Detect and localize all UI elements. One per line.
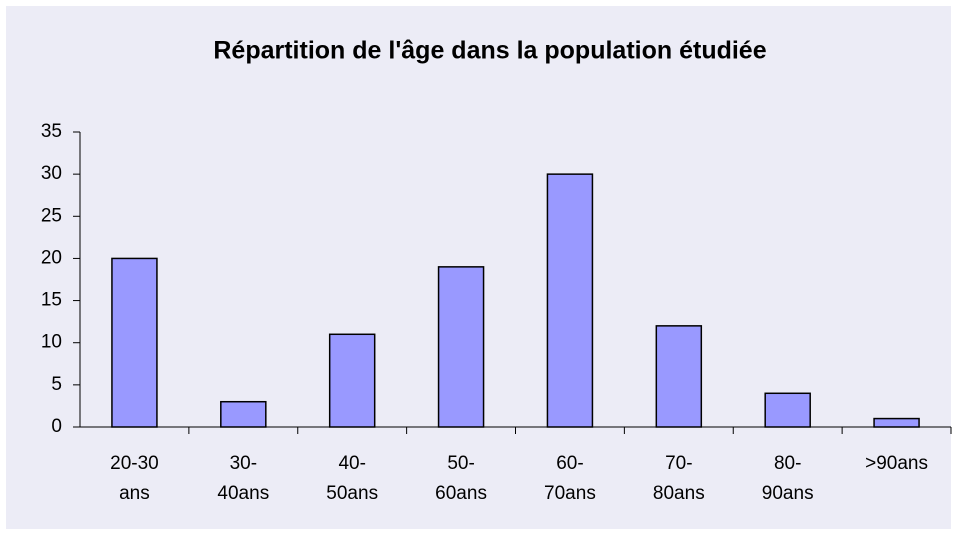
y-tick-label: 25 (41, 205, 62, 226)
y-tick-label: 0 (51, 416, 62, 437)
chart-title: Répartition de l'âge dans la population … (213, 37, 766, 65)
x-tick-label: 20-30 ans (110, 453, 159, 504)
x-tick-label: 60-70ans (544, 453, 596, 504)
y-tick-label: 30 (41, 163, 62, 184)
y-tick-label: 35 (41, 121, 62, 142)
bar (437, 266, 485, 428)
bar (328, 333, 376, 428)
x-tick-label: 40-50ans (326, 453, 379, 504)
bar (764, 392, 811, 428)
y-tick-label: 10 (41, 332, 62, 353)
x-tick-label: 70-80ans (652, 453, 705, 504)
x-tick-label: >90ans (865, 453, 928, 474)
y-tick-label: 15 (41, 290, 62, 311)
bar (111, 257, 158, 428)
bar (873, 417, 920, 428)
bar (546, 173, 594, 428)
x-tick-label: 80-90ans (761, 453, 814, 504)
x-tick-label: 30-40ans (217, 453, 270, 504)
x-tick-label: 50-60ans (435, 453, 487, 504)
bar (220, 400, 267, 428)
bar (655, 325, 703, 428)
y-tick-label: 5 (51, 374, 62, 395)
y-tick-label: 20 (41, 247, 62, 268)
